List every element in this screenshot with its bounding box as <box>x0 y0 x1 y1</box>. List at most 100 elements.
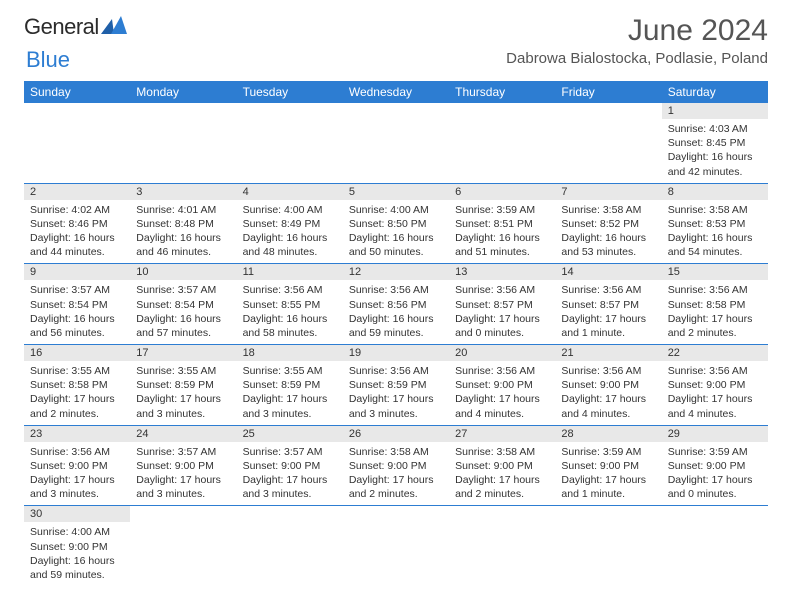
sunrise-text: Sunrise: 3:56 AM <box>668 283 762 297</box>
daylight-text: Daylight: 16 hours and 48 minutes. <box>243 231 337 259</box>
day-number: 8 <box>662 184 768 200</box>
sunrise-text: Sunrise: 4:00 AM <box>30 525 124 539</box>
daylight-text: Daylight: 17 hours and 3 minutes. <box>136 392 230 420</box>
weekday-header: Saturday <box>662 81 768 103</box>
sunset-text: Sunset: 8:59 PM <box>349 378 443 392</box>
calendar-cell: 5Sunrise: 4:00 AMSunset: 8:50 PMDaylight… <box>343 183 449 264</box>
daylight-text: Daylight: 17 hours and 3 minutes. <box>30 473 124 501</box>
sunrise-text: Sunrise: 3:56 AM <box>455 364 549 378</box>
sunset-text: Sunset: 8:57 PM <box>455 298 549 312</box>
weekday-header: Friday <box>555 81 661 103</box>
daylight-text: Daylight: 17 hours and 0 minutes. <box>455 312 549 340</box>
sunset-text: Sunset: 8:46 PM <box>30 217 124 231</box>
weekday-header: Monday <box>130 81 236 103</box>
calendar-cell <box>555 103 661 183</box>
weekday-header: Tuesday <box>237 81 343 103</box>
sunset-text: Sunset: 8:56 PM <box>349 298 443 312</box>
sunrise-text: Sunrise: 3:55 AM <box>136 364 230 378</box>
logo-text-2: Blue <box>26 47 70 72</box>
calendar-cell <box>343 506 449 586</box>
calendar-table: SundayMondayTuesdayWednesdayThursdayFrid… <box>24 81 768 586</box>
calendar-cell: 21Sunrise: 3:56 AMSunset: 9:00 PMDayligh… <box>555 345 661 426</box>
calendar-cell: 11Sunrise: 3:56 AMSunset: 8:55 PMDayligh… <box>237 264 343 345</box>
calendar-cell: 6Sunrise: 3:59 AMSunset: 8:51 PMDaylight… <box>449 183 555 264</box>
calendar-cell: 4Sunrise: 4:00 AMSunset: 8:49 PMDaylight… <box>237 183 343 264</box>
sunrise-text: Sunrise: 4:00 AM <box>349 203 443 217</box>
calendar-cell: 22Sunrise: 3:56 AMSunset: 9:00 PMDayligh… <box>662 345 768 426</box>
sunset-text: Sunset: 9:00 PM <box>243 459 337 473</box>
daylight-text: Daylight: 17 hours and 3 minutes. <box>136 473 230 501</box>
sunrise-text: Sunrise: 3:58 AM <box>561 203 655 217</box>
daylight-text: Daylight: 16 hours and 58 minutes. <box>243 312 337 340</box>
day-number: 3 <box>130 184 236 200</box>
day-number: 12 <box>343 264 449 280</box>
daylight-text: Daylight: 17 hours and 3 minutes. <box>243 473 337 501</box>
calendar-cell: 16Sunrise: 3:55 AMSunset: 8:58 PMDayligh… <box>24 345 130 426</box>
calendar-cell: 7 Sunrise: 3:58 AMSunset: 8:52 PMDaylight… <box>555 183 661 264</box>
daylight-text: Daylight: 17 hours and 2 minutes. <box>455 473 549 501</box>
sunset-text: Sunset: 8:52 PM <box>561 217 655 231</box>
sunset-text: Sunset: 8:54 PM <box>136 298 230 312</box>
day-number: 1 <box>662 103 768 119</box>
sunrise-text: Sunrise: 3:56 AM <box>561 283 655 297</box>
calendar-cell <box>555 506 661 586</box>
sunset-text: Sunset: 9:00 PM <box>136 459 230 473</box>
daylight-text: Daylight: 17 hours and 3 minutes. <box>349 392 443 420</box>
daylight-text: Daylight: 16 hours and 57 minutes. <box>136 312 230 340</box>
day-number: 24 <box>130 426 236 442</box>
calendar-cell: 13Sunrise: 3:56 AMSunset: 8:57 PMDayligh… <box>449 264 555 345</box>
calendar-cell: 20Sunrise: 3:56 AMSunset: 9:00 PMDayligh… <box>449 345 555 426</box>
daylight-text: Daylight: 17 hours and 2 minutes. <box>668 312 762 340</box>
calendar-cell <box>237 103 343 183</box>
daylight-text: Daylight: 17 hours and 4 minutes. <box>455 392 549 420</box>
daylight-text: Daylight: 17 hours and 4 minutes. <box>561 392 655 420</box>
sunrise-text: Sunrise: 4:00 AM <box>243 203 337 217</box>
sunrise-text: Sunrise: 3:56 AM <box>349 283 443 297</box>
sunrise-text: Sunrise: 4:03 AM <box>668 122 762 136</box>
logo: General <box>24 14 127 40</box>
daylight-text: Daylight: 16 hours and 53 minutes. <box>561 231 655 259</box>
calendar-cell: 17Sunrise: 3:55 AMSunset: 8:59 PMDayligh… <box>130 345 236 426</box>
sunrise-text: Sunrise: 3:55 AM <box>243 364 337 378</box>
calendar-cell <box>662 506 768 586</box>
calendar-cell: 29Sunrise: 3:59 AMSunset: 9:00 PMDayligh… <box>662 425 768 506</box>
calendar-cell: 14Sunrise: 3:56 AMSunset: 8:57 PMDayligh… <box>555 264 661 345</box>
weekday-header: Thursday <box>449 81 555 103</box>
day-number: 22 <box>662 345 768 361</box>
calendar-cell <box>237 506 343 586</box>
calendar-cell: 23Sunrise: 3:56 AMSunset: 9:00 PMDayligh… <box>24 425 130 506</box>
daylight-text: Daylight: 17 hours and 2 minutes. <box>30 392 124 420</box>
calendar-cell: 19Sunrise: 3:56 AMSunset: 8:59 PMDayligh… <box>343 345 449 426</box>
sunrise-text: Sunrise: 3:56 AM <box>349 364 443 378</box>
day-number: 25 <box>237 426 343 442</box>
daylight-text: Daylight: 17 hours and 2 minutes. <box>349 473 443 501</box>
sunrise-text: Sunrise: 3:56 AM <box>243 283 337 297</box>
calendar-cell: 25Sunrise: 3:57 AMSunset: 9:00 PMDayligh… <box>237 425 343 506</box>
day-number: 2 <box>24 184 130 200</box>
calendar-cell: 30Sunrise: 4:00 AMSunset: 9:00 PMDayligh… <box>24 506 130 586</box>
sunrise-text: Sunrise: 3:58 AM <box>349 445 443 459</box>
day-number: 9 <box>24 264 130 280</box>
daylight-text: Daylight: 17 hours and 4 minutes. <box>668 392 762 420</box>
day-number: 7 <box>555 184 661 200</box>
daylight-text: Daylight: 16 hours and 51 minutes. <box>455 231 549 259</box>
daylight-text: Daylight: 16 hours and 54 minutes. <box>668 231 762 259</box>
day-number: 13 <box>449 264 555 280</box>
calendar-cell: 26Sunrise: 3:58 AMSunset: 9:00 PMDayligh… <box>343 425 449 506</box>
calendar-cell: 8Sunrise: 3:58 AMSunset: 8:53 PMDaylight… <box>662 183 768 264</box>
sunset-text: Sunset: 9:00 PM <box>455 459 549 473</box>
day-number: 26 <box>343 426 449 442</box>
calendar-cell <box>24 103 130 183</box>
day-number: 14 <box>555 264 661 280</box>
daylight-text: Daylight: 16 hours and 44 minutes. <box>30 231 124 259</box>
daylight-text: Daylight: 17 hours and 1 minute. <box>561 473 655 501</box>
day-number: 11 <box>237 264 343 280</box>
calendar-cell: 15Sunrise: 3:56 AMSunset: 8:58 PMDayligh… <box>662 264 768 345</box>
daylight-text: Daylight: 16 hours and 59 minutes. <box>349 312 443 340</box>
calendar-cell <box>130 103 236 183</box>
calendar-cell <box>449 506 555 586</box>
sunrise-text: Sunrise: 3:57 AM <box>30 283 124 297</box>
calendar-cell <box>130 506 236 586</box>
calendar-cell: 18Sunrise: 3:55 AMSunset: 8:59 PMDayligh… <box>237 345 343 426</box>
daylight-text: Daylight: 17 hours and 3 minutes. <box>243 392 337 420</box>
